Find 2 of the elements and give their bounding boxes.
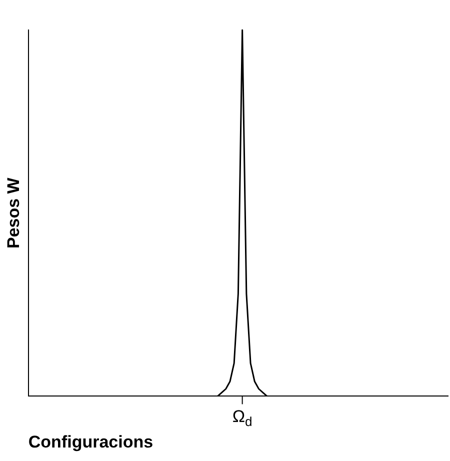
y-axis-title: Pesos W: [4, 176, 23, 249]
x-axis-title: Configuracions: [28, 432, 154, 452]
